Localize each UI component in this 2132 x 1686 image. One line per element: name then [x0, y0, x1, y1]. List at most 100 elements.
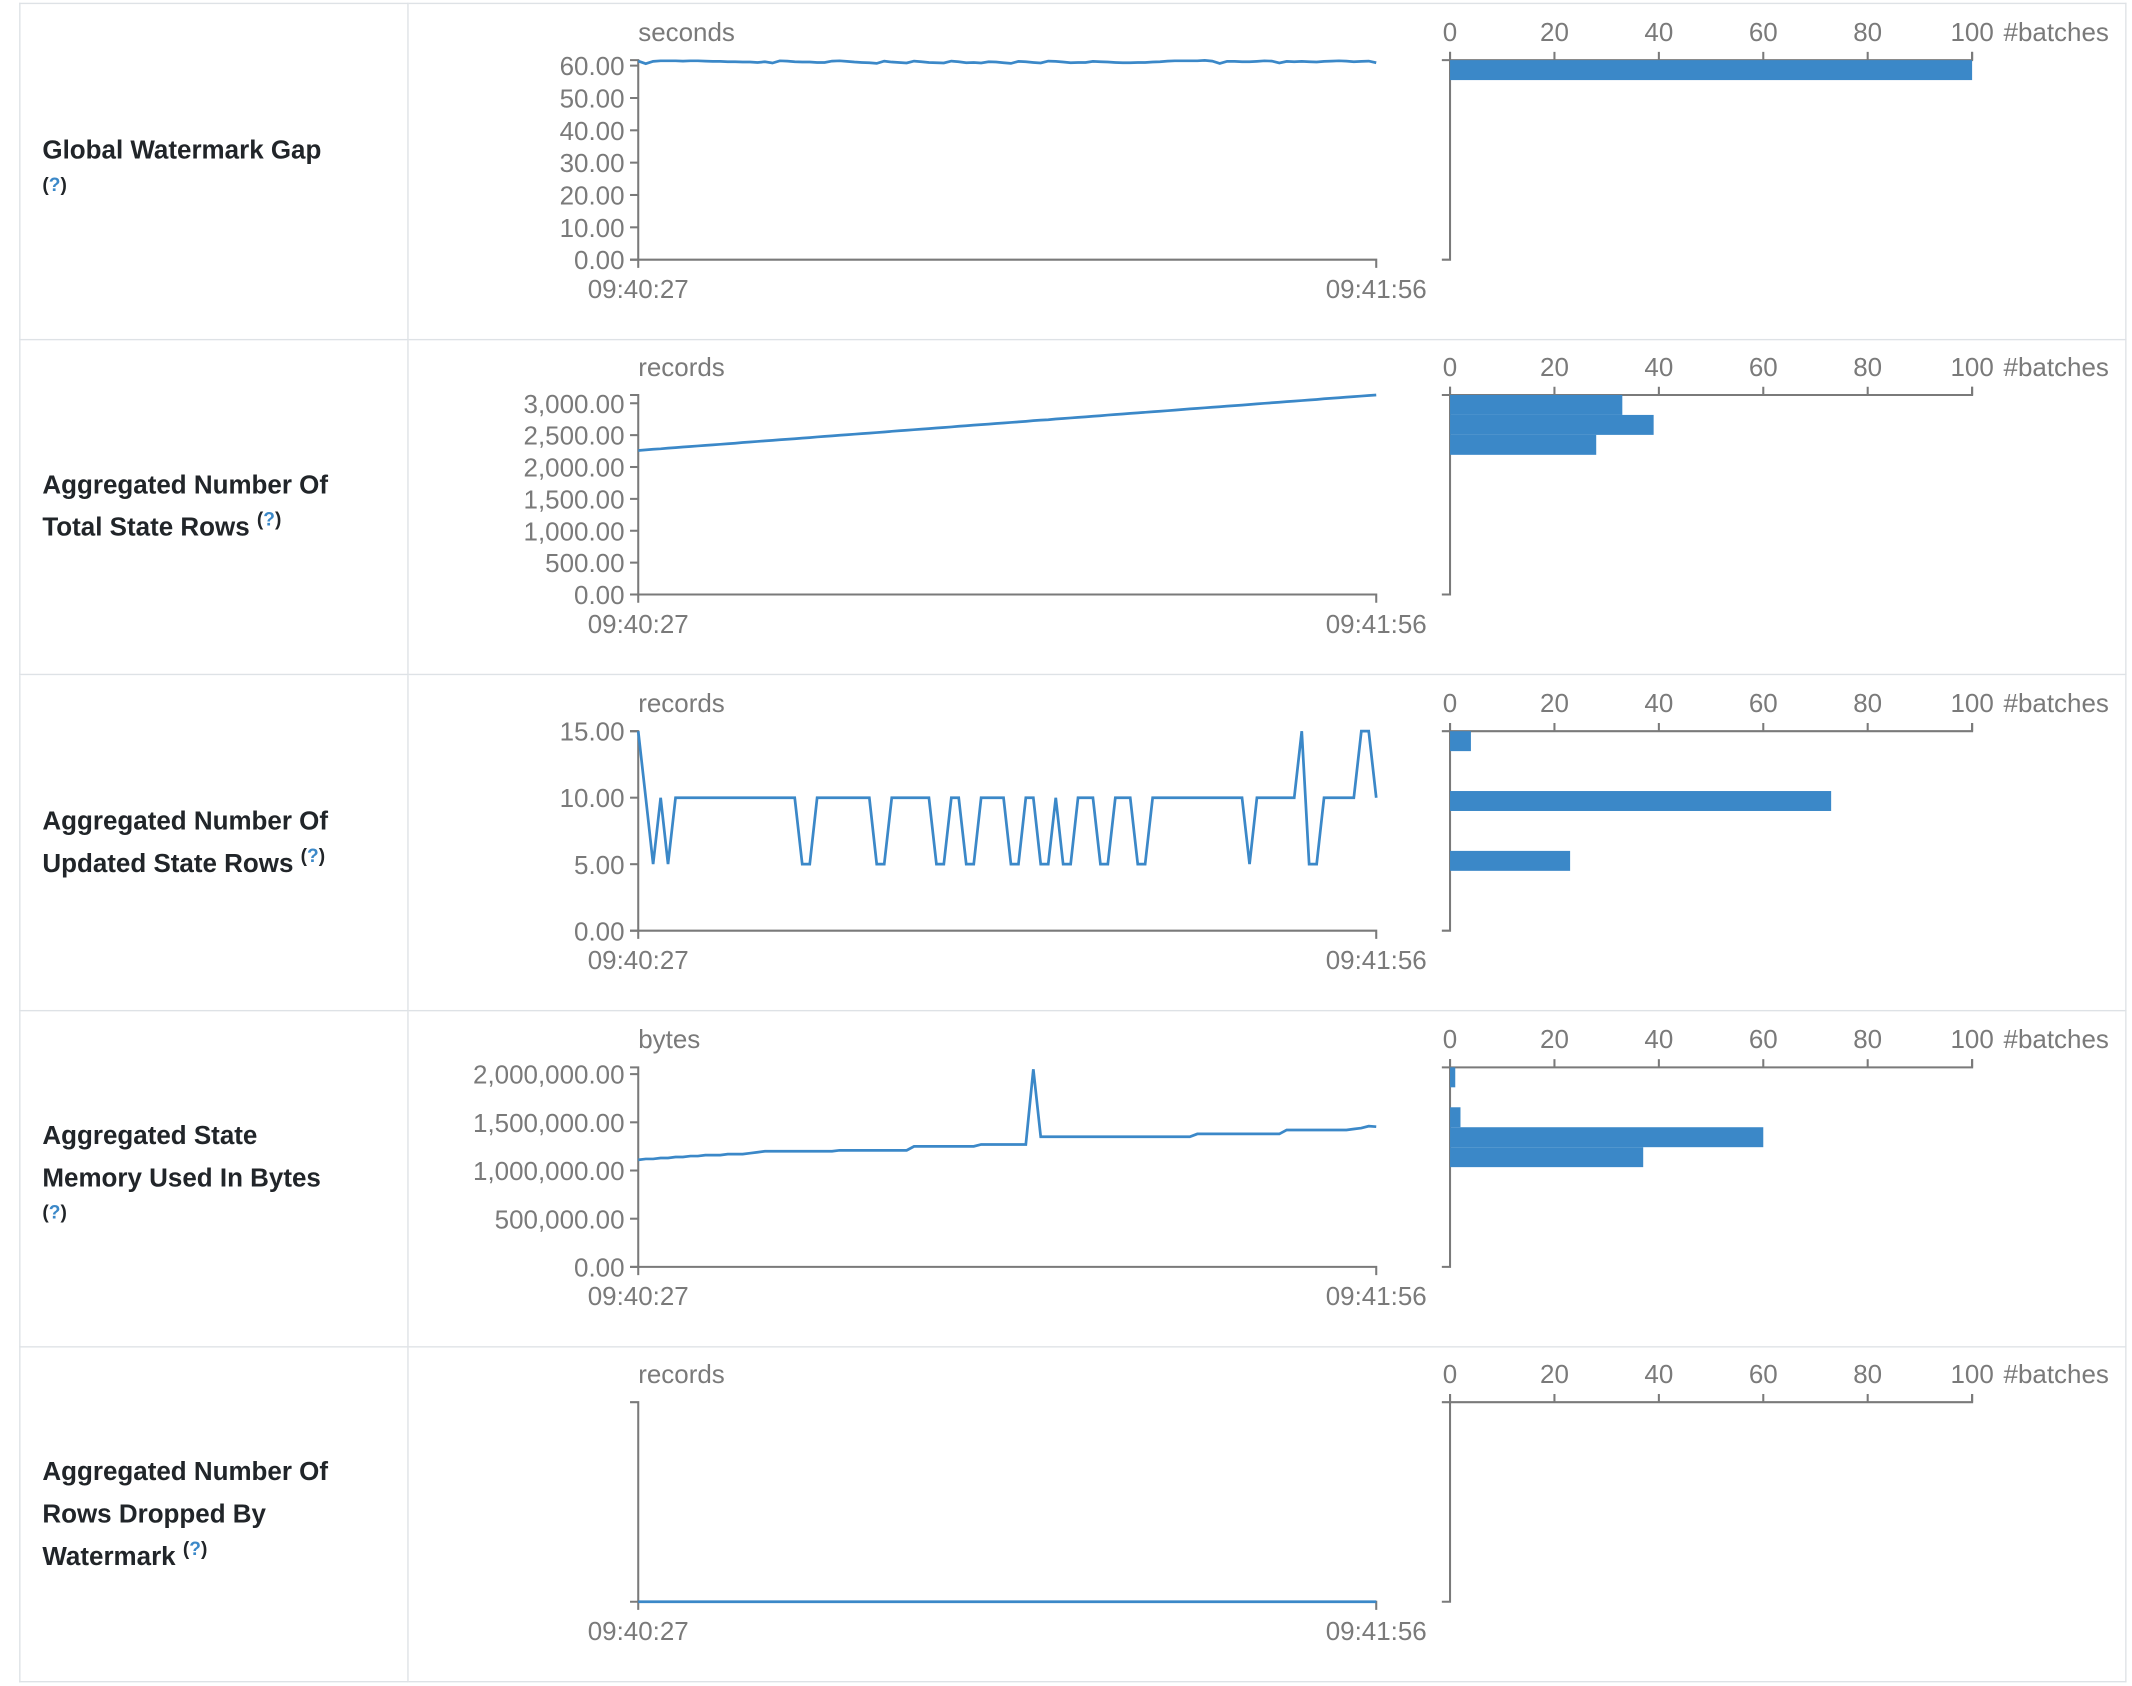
- histogram-bar[interactable]: [1450, 1106, 1461, 1127]
- data-point[interactable]: [1028, 792, 1039, 803]
- y-tick-label: 15.00: [560, 716, 625, 746]
- histogram-x-axis-label: #batches: [2004, 16, 2109, 46]
- data-point[interactable]: [1237, 792, 1248, 803]
- data-point[interactable]: [1371, 57, 1382, 68]
- histogram-x-tick-label: 40: [1644, 352, 1673, 382]
- metric-label: Aggregated State Memory Used In Bytes (?…: [42, 1115, 407, 1242]
- y-axis-line: [630, 1401, 640, 1603]
- data-point[interactable]: [1050, 792, 1061, 803]
- data-point[interactable]: [1125, 792, 1136, 803]
- data-point[interactable]: [1348, 792, 1359, 803]
- global-watermark-gap-charts: seconds 0.0010.0020.0030.0040.0050.0060.0…: [560, 16, 2109, 303]
- histogram-x-tick-label: 60: [1749, 1024, 1778, 1054]
- histogram-bar[interactable]: [1450, 414, 1654, 435]
- data-point[interactable]: [968, 858, 979, 869]
- series-line: [636, 729, 1378, 865]
- y-tick-label: 2,500.00: [524, 421, 625, 451]
- help-paren: (: [256, 507, 264, 530]
- data-point[interactable]: [655, 792, 666, 803]
- help-tooltip-link[interactable]: (?): [257, 508, 281, 530]
- series-line: [637, 58, 1377, 65]
- y-tick-label: 50.00: [560, 83, 625, 113]
- data-point[interactable]: [1371, 1596, 1382, 1607]
- help-tooltip-link[interactable]: (?): [42, 172, 66, 194]
- data-point[interactable]: [1371, 390, 1382, 401]
- help-question-icon[interactable]: ?: [48, 172, 61, 195]
- data-point[interactable]: [1363, 725, 1374, 736]
- y-axis-unit-label: records: [638, 687, 725, 717]
- data-point[interactable]: [1065, 858, 1076, 869]
- help-question-icon[interactable]: ?: [307, 843, 319, 866]
- y-tick-label: 0.00: [574, 1252, 625, 1282]
- y-tick-label: 1,000.00: [524, 516, 625, 546]
- histogram-x-tick-label: 60: [1749, 16, 1778, 46]
- data-point[interactable]: [648, 858, 659, 869]
- histogram-x-tick-label: 0: [1443, 1359, 1457, 1389]
- x-tick-label-start: 09:40:27: [588, 609, 689, 639]
- histogram-x-tick-label: 20: [1540, 352, 1569, 382]
- y-tick-label: 10.00: [560, 783, 625, 813]
- state-memory-used-charts: bytes 0.00 500,000.00 1,000,000.00 1,500,000…: [473, 1024, 2109, 1311]
- data-point[interactable]: [1311, 858, 1322, 869]
- histogram-bar[interactable]: [1450, 1146, 1644, 1167]
- help-question-icon[interactable]: ?: [48, 1200, 61, 1223]
- help-tooltip-link[interactable]: (?): [301, 843, 325, 865]
- data-point[interactable]: [663, 858, 674, 869]
- histogram-bar[interactable]: [1450, 59, 1973, 80]
- help-tooltip-link[interactable]: (?): [183, 1536, 207, 1558]
- histogram-bar[interactable]: [1450, 1066, 1456, 1087]
- x-tick-label-start: 09:40:27: [588, 944, 689, 974]
- histogram-x-axis-label: #batches: [2004, 687, 2109, 717]
- x-axis-line: [637, 593, 1378, 603]
- histogram-bar[interactable]: [1450, 790, 1832, 811]
- histogram-bar[interactable]: [1450, 434, 1597, 455]
- data-point[interactable]: [640, 792, 651, 803]
- data-point[interactable]: [1371, 1121, 1382, 1132]
- series-line: [638, 393, 1377, 452]
- histogram-x-tick-label: 40: [1644, 687, 1673, 717]
- help-paren: (: [182, 1536, 190, 1559]
- histogram-bar[interactable]: [1450, 730, 1471, 751]
- data-point[interactable]: [998, 792, 1009, 803]
- data-point[interactable]: [879, 858, 890, 869]
- metric-label-line: Total State Rows: [42, 513, 250, 543]
- data-point[interactable]: [938, 858, 949, 869]
- data-point[interactable]: [633, 725, 644, 736]
- data-point[interactable]: [864, 792, 875, 803]
- histogram-x-axis-label: #batches: [2004, 352, 2109, 382]
- data-point[interactable]: [789, 792, 800, 803]
- data-point[interactable]: [1289, 792, 1300, 803]
- data-point[interactable]: [1102, 858, 1113, 869]
- data-point[interactable]: [1087, 792, 1098, 803]
- data-point[interactable]: [1140, 858, 1151, 869]
- y-tick-label: 60.00: [560, 51, 625, 81]
- histogram-x-tick-label: 20: [1540, 1359, 1569, 1389]
- help-tooltip-link[interactable]: (?): [42, 1201, 66, 1223]
- data-point[interactable]: [923, 792, 934, 803]
- y-axis-line: [630, 58, 640, 261]
- data-point[interactable]: [1020, 1138, 1031, 1149]
- metric-label-cell: Aggregated State Memory Used In Bytes (?…: [19, 1009, 409, 1348]
- y-tick-label: 2,000.00: [524, 453, 625, 483]
- data-point[interactable]: [1028, 1063, 1039, 1074]
- histogram-x-tick-label: 40: [1644, 16, 1673, 46]
- histogram-x-axis-label: #batches: [2004, 1024, 2109, 1054]
- data-point[interactable]: [1371, 792, 1382, 803]
- y-tick-label: 0.00: [574, 916, 625, 946]
- histogram-bar[interactable]: [1450, 1126, 1764, 1147]
- data-point[interactable]: [1244, 858, 1255, 869]
- data-point[interactable]: [1043, 858, 1054, 869]
- histogram-x-tick-label: 60: [1749, 352, 1778, 382]
- help-paren: (: [300, 843, 308, 866]
- data-point[interactable]: [804, 858, 815, 869]
- chart-cell: records 09:40:27 09:41:56 0 20 40 60 80 100 #batc…: [407, 1346, 2127, 1683]
- histogram-x-tick-label: 20: [1540, 1024, 1569, 1054]
- histogram-bar[interactable]: [1450, 850, 1571, 871]
- data-point[interactable]: [953, 792, 964, 803]
- data-point[interactable]: [1013, 858, 1024, 869]
- help-question-icon[interactable]: ?: [263, 507, 275, 530]
- help-question-icon[interactable]: ?: [189, 1536, 201, 1559]
- data-point[interactable]: [1296, 725, 1307, 736]
- histogram-bar[interactable]: [1450, 394, 1623, 415]
